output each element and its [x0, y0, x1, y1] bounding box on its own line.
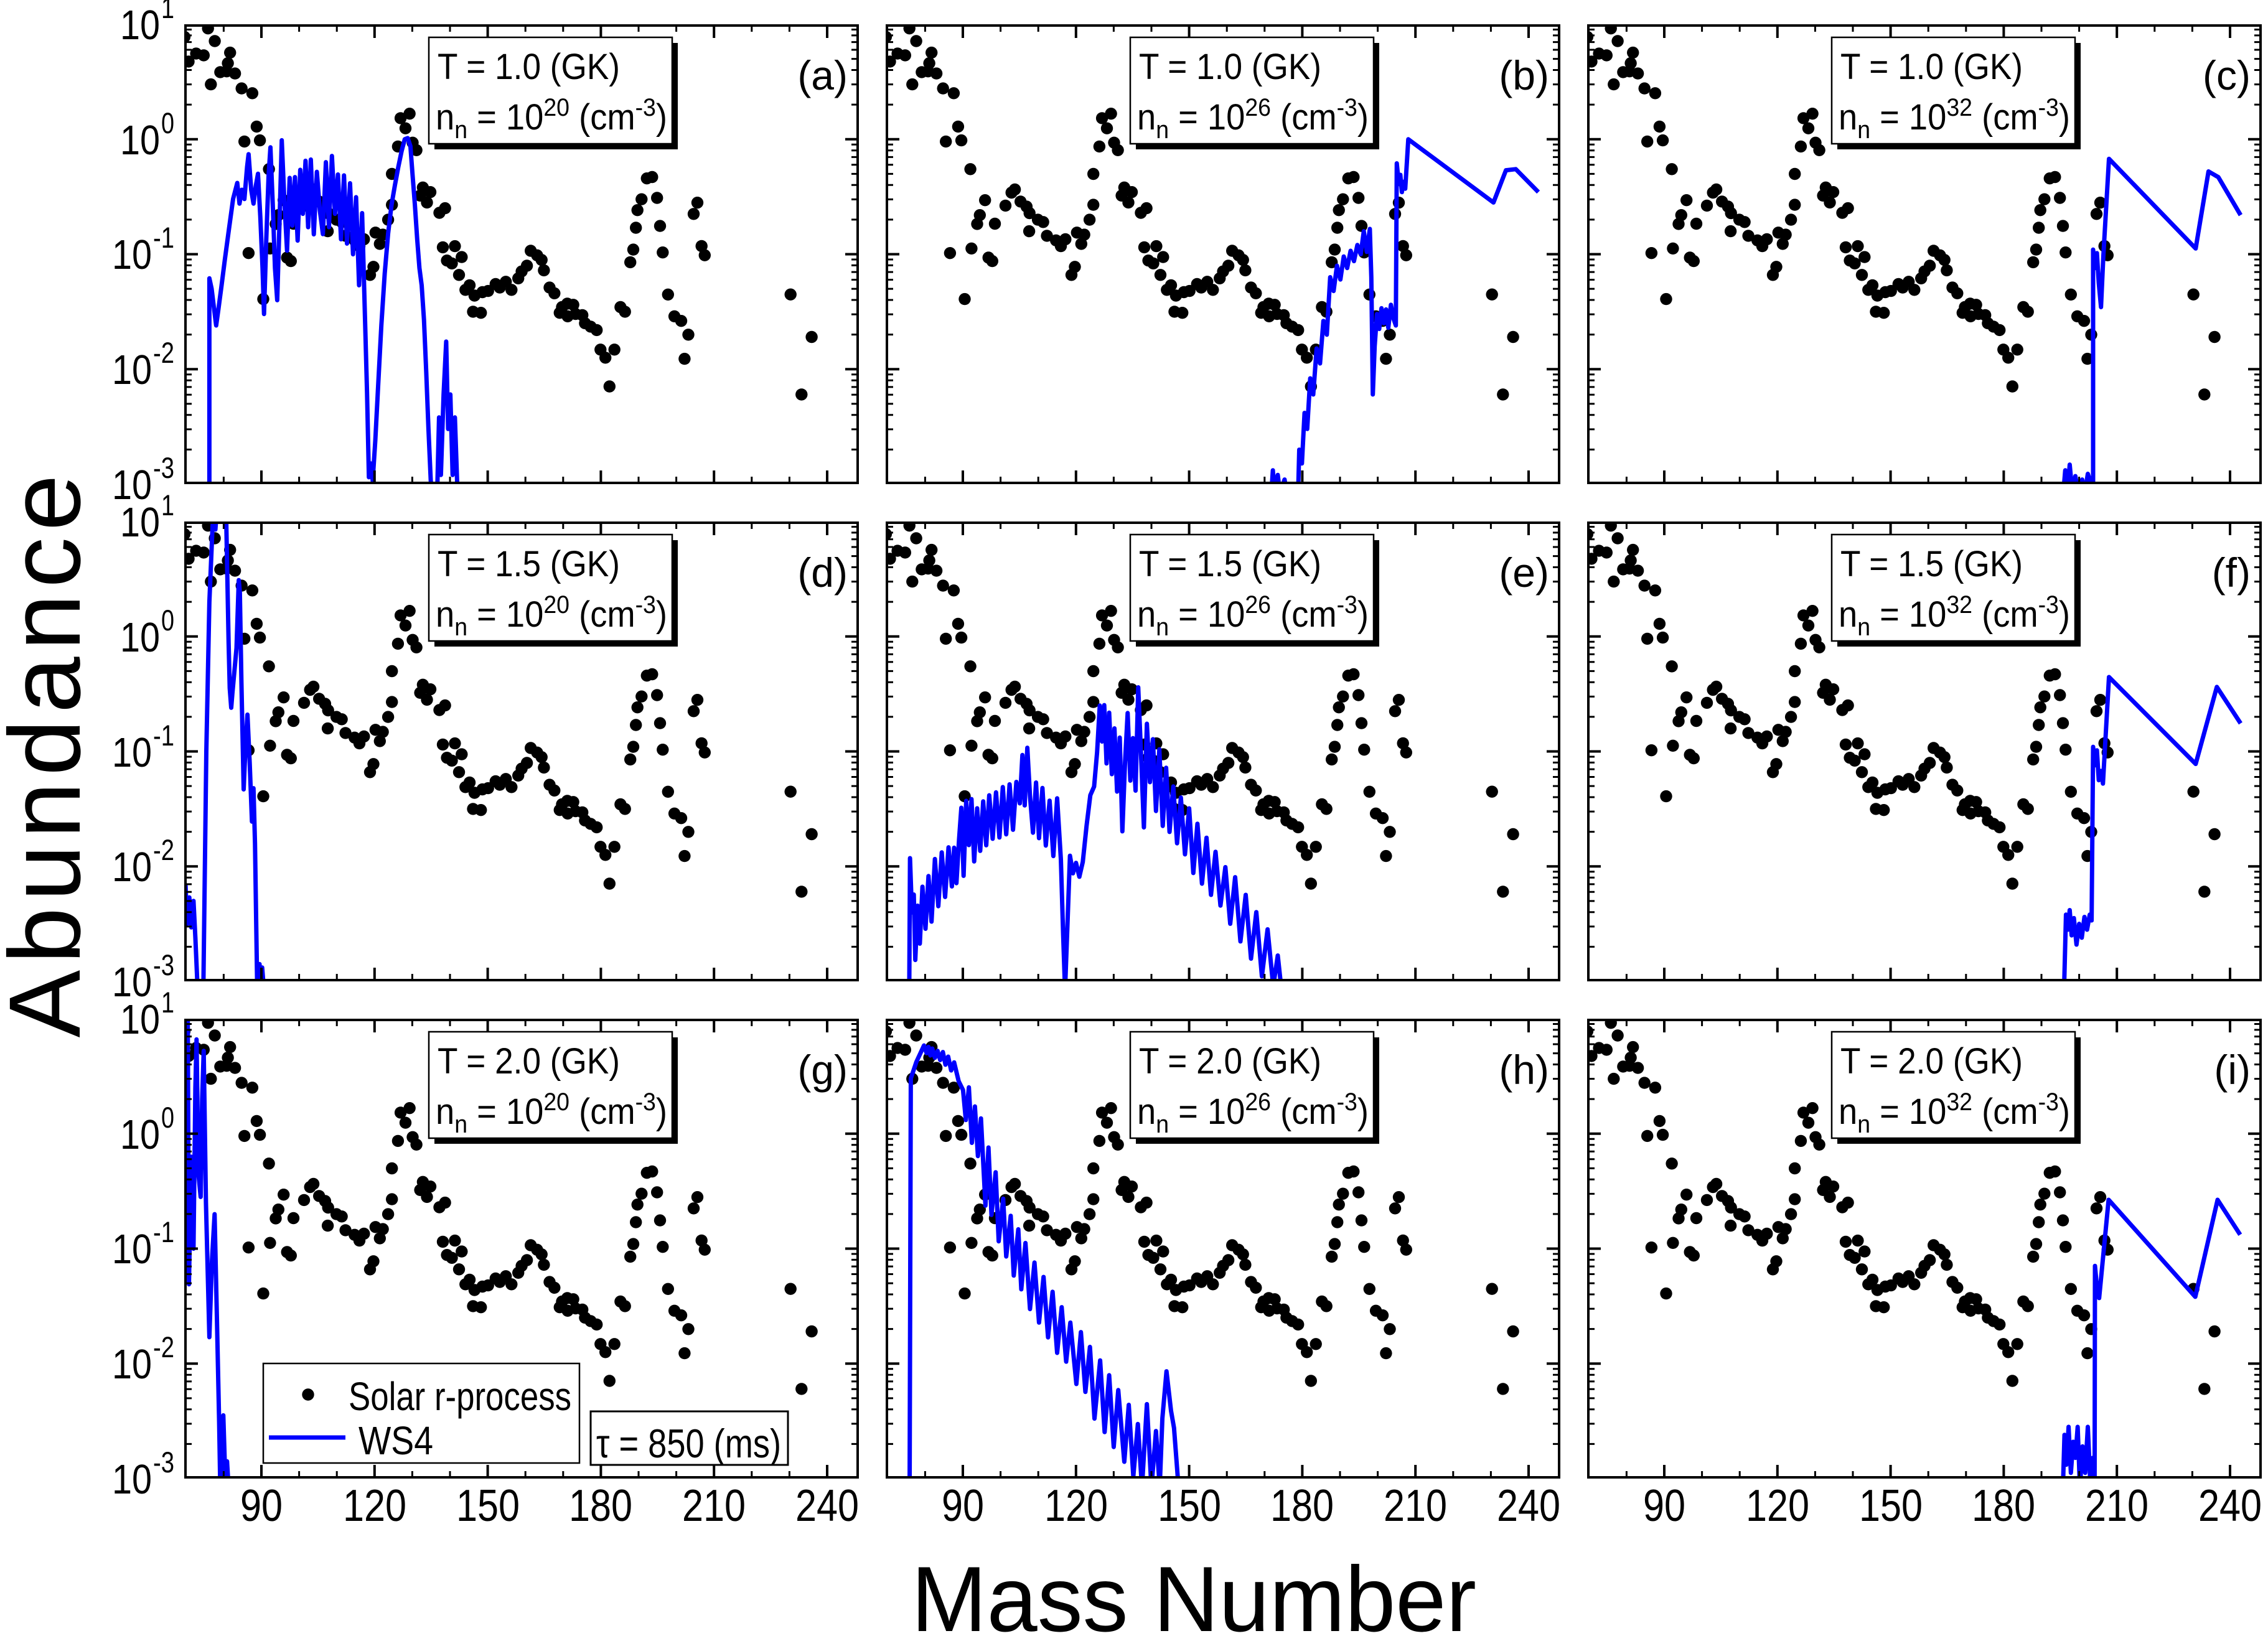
- svg-text:150: 150: [456, 1481, 520, 1531]
- svg-text:10: 10: [120, 614, 160, 661]
- svg-text:0: 0: [161, 106, 174, 139]
- svg-text:-3: -3: [153, 948, 174, 981]
- svg-text:10: 10: [120, 996, 160, 1043]
- svg-text:T = 1.0 (GK): T = 1.0 (GK): [438, 47, 620, 87]
- svg-text:(c): (c): [2203, 52, 2251, 98]
- svg-text:10: 10: [112, 959, 152, 1006]
- svg-text:-2: -2: [153, 336, 174, 369]
- svg-text:T = 1.0 (GK): T = 1.0 (GK): [1840, 47, 2023, 87]
- svg-text:nn = 1026 (cm-3): nn = 1026 (cm-3): [1137, 94, 1369, 144]
- svg-text:120: 120: [343, 1481, 406, 1531]
- svg-text:nn = 1032 (cm-3): nn = 1032 (cm-3): [1839, 94, 2070, 144]
- svg-text:10: 10: [120, 499, 160, 546]
- svg-text:0: 0: [161, 604, 174, 637]
- svg-text:-1: -1: [153, 1215, 174, 1248]
- svg-text:90: 90: [1643, 1481, 1685, 1531]
- svg-text:10: 10: [112, 1226, 152, 1273]
- svg-text:10: 10: [112, 1456, 152, 1503]
- svg-text:(d): (d): [797, 549, 848, 596]
- svg-text:(e): (e): [1499, 549, 1549, 596]
- svg-text:T = 2.0 (GK): T = 2.0 (GK): [1840, 1041, 2023, 1082]
- svg-text:(a): (a): [797, 52, 848, 98]
- svg-text:210: 210: [682, 1481, 746, 1531]
- svg-text:-1: -1: [153, 719, 174, 752]
- svg-text:10: 10: [112, 729, 152, 776]
- svg-text:10: 10: [120, 1111, 160, 1158]
- svg-text:150: 150: [1859, 1481, 1923, 1531]
- svg-text:nn = 1032 (cm-3): nn = 1032 (cm-3): [1839, 1088, 2070, 1138]
- svg-text:T = 2.0 (GK): T = 2.0 (GK): [1139, 1041, 1321, 1082]
- svg-text:150: 150: [1158, 1481, 1221, 1531]
- svg-text:10: 10: [112, 347, 152, 393]
- svg-text:240: 240: [1497, 1481, 1560, 1531]
- svg-text:10: 10: [112, 844, 152, 891]
- svg-text:0: 0: [161, 1101, 174, 1134]
- svg-text:-2: -2: [153, 1330, 174, 1363]
- svg-text:120: 120: [1044, 1481, 1108, 1531]
- svg-text:Abundance: Abundance: [0, 475, 101, 1038]
- svg-text:T = 1.0 (GK): T = 1.0 (GK): [1139, 47, 1321, 87]
- svg-text:T = 1.5 (GK): T = 1.5 (GK): [438, 544, 620, 584]
- svg-text:(f): (f): [2212, 549, 2251, 596]
- svg-text:240: 240: [2198, 1481, 2262, 1531]
- svg-text:(h): (h): [1499, 1047, 1549, 1093]
- svg-text:T = 1.5 (GK): T = 1.5 (GK): [1840, 544, 2023, 584]
- svg-text:WS4: WS4: [358, 1418, 433, 1463]
- svg-text:(i): (i): [2214, 1047, 2251, 1093]
- svg-text:Mass Number: Mass Number: [911, 1547, 1476, 1641]
- svg-text:-3: -3: [153, 1446, 174, 1479]
- svg-text:180: 180: [1972, 1481, 2035, 1531]
- svg-text:1: 1: [161, 986, 174, 1019]
- svg-text:90: 90: [942, 1481, 984, 1531]
- svg-text:10: 10: [112, 1341, 152, 1388]
- svg-text:180: 180: [569, 1481, 632, 1531]
- svg-text:(b): (b): [1499, 52, 1549, 98]
- svg-text:240: 240: [795, 1481, 859, 1531]
- svg-text:90: 90: [240, 1481, 283, 1531]
- svg-text:210: 210: [1384, 1481, 1447, 1531]
- svg-text:120: 120: [1746, 1481, 1809, 1531]
- svg-text:T = 1.5 (GK): T = 1.5 (GK): [1139, 544, 1321, 584]
- svg-text:210: 210: [2085, 1481, 2149, 1531]
- svg-text:10: 10: [120, 117, 160, 164]
- svg-text:(g): (g): [797, 1047, 848, 1093]
- svg-text:10: 10: [112, 462, 152, 508]
- svg-text:180: 180: [1270, 1481, 1334, 1531]
- svg-text:1: 1: [161, 0, 174, 24]
- svg-text:-2: -2: [153, 833, 174, 866]
- svg-text:Solar r-process: Solar r-process: [349, 1374, 571, 1419]
- svg-text:-1: -1: [153, 221, 174, 254]
- svg-text:10: 10: [112, 231, 152, 278]
- svg-text:-3: -3: [153, 451, 174, 484]
- svg-text:T = 2.0 (GK): T = 2.0 (GK): [438, 1041, 620, 1082]
- svg-text:1: 1: [161, 489, 174, 521]
- svg-text:τ = 850 (ms): τ = 850 (ms): [596, 1421, 781, 1466]
- svg-text:10: 10: [120, 2, 160, 49]
